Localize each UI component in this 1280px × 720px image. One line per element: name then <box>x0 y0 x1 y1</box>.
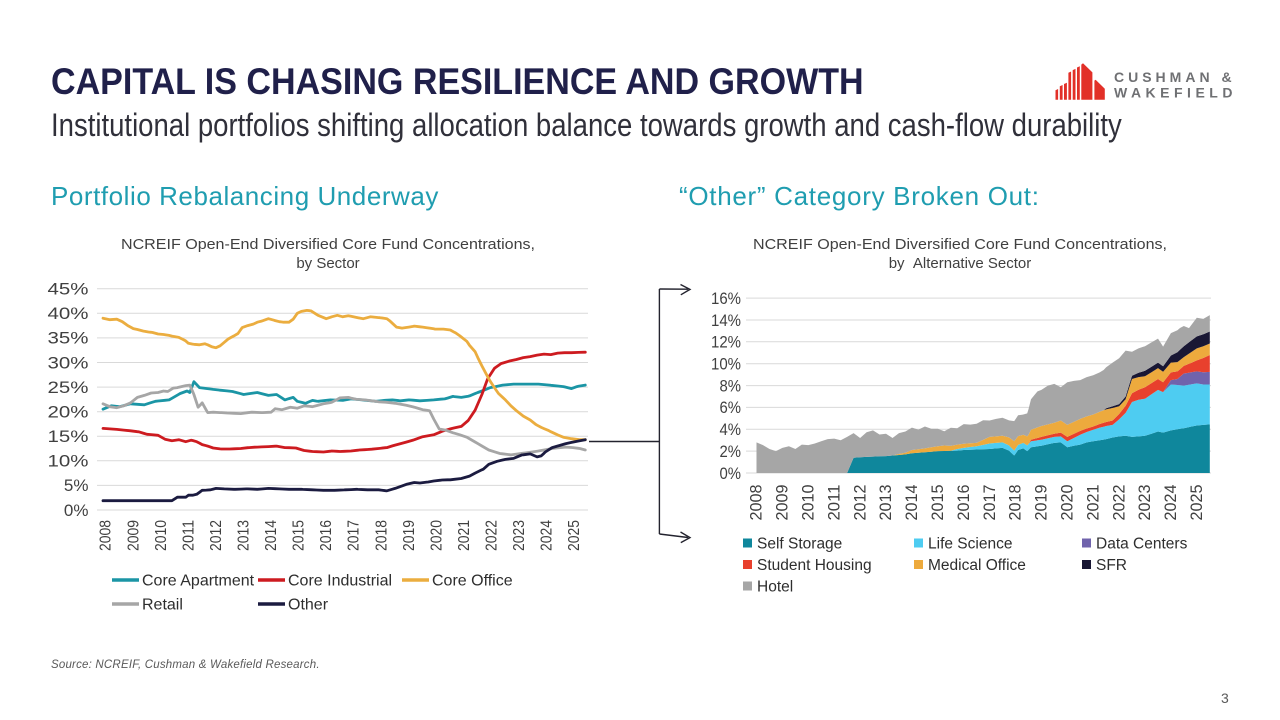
svg-text:2%: 2% <box>720 442 742 461</box>
svg-text:2013: 2013 <box>236 520 253 551</box>
svg-text:Other: Other <box>288 597 329 614</box>
svg-text:2012: 2012 <box>208 520 225 551</box>
svg-text:WAKEFIELD: WAKEFIELD <box>1114 85 1237 101</box>
svg-text:Core Apartment: Core Apartment <box>142 573 255 590</box>
svg-text:Hotel: Hotel <box>757 579 793 596</box>
svg-text:Data Centers: Data Centers <box>1096 536 1188 553</box>
svg-text:0%: 0% <box>720 464 742 483</box>
svg-text:2020: 2020 <box>428 520 445 551</box>
svg-text:2024: 2024 <box>539 520 556 551</box>
svg-text:2012: 2012 <box>850 485 869 521</box>
svg-text:30%: 30% <box>48 353 89 372</box>
svg-text:2022: 2022 <box>1109 485 1128 521</box>
svg-text:40%: 40% <box>48 304 89 323</box>
svg-text:Self Storage: Self Storage <box>757 536 842 553</box>
svg-text:5%: 5% <box>64 476 89 495</box>
svg-text:6%: 6% <box>720 398 742 417</box>
svg-text:2019: 2019 <box>1032 485 1051 521</box>
svg-text:2024: 2024 <box>1161 485 1180 521</box>
svg-text:16%: 16% <box>711 289 741 308</box>
svg-text:by Sector: by Sector <box>296 255 359 272</box>
svg-text:10%: 10% <box>711 355 741 374</box>
svg-text:by Alternative Sector: by Alternative Sector <box>889 255 1032 272</box>
svg-text:2011: 2011 <box>824 485 843 521</box>
svg-text:0%: 0% <box>64 501 89 520</box>
svg-text:2010: 2010 <box>799 485 818 521</box>
svg-text:Medical Office: Medical Office <box>928 557 1026 574</box>
svg-text:4%: 4% <box>720 420 742 439</box>
svg-text:CUSHMAN &: CUSHMAN & <box>1114 69 1236 85</box>
svg-text:Life Science: Life Science <box>928 536 1012 553</box>
svg-text:2014: 2014 <box>902 485 921 521</box>
svg-text:15%: 15% <box>48 427 89 446</box>
svg-text:25%: 25% <box>48 378 89 397</box>
svg-text:2015: 2015 <box>928 485 947 521</box>
svg-text:Student Housing: Student Housing <box>757 557 872 574</box>
svg-text:2011: 2011 <box>180 520 197 551</box>
svg-text:2009: 2009 <box>773 485 792 521</box>
svg-text:2021: 2021 <box>1083 485 1102 521</box>
svg-text:2025: 2025 <box>566 520 583 551</box>
svg-text:2019: 2019 <box>401 520 418 551</box>
svg-text:14%: 14% <box>711 311 741 330</box>
svg-text:10%: 10% <box>48 452 89 471</box>
svg-text:8%: 8% <box>720 376 742 395</box>
svg-text:2021: 2021 <box>456 520 473 551</box>
svg-text:2018: 2018 <box>1006 485 1025 521</box>
svg-text:2022: 2022 <box>484 520 501 551</box>
svg-text:35%: 35% <box>48 329 89 348</box>
svg-text:2013: 2013 <box>876 485 895 521</box>
svg-text:20%: 20% <box>48 403 89 422</box>
svg-text:2017: 2017 <box>346 520 363 551</box>
svg-text:2020: 2020 <box>1058 485 1077 521</box>
svg-text:12%: 12% <box>711 333 741 352</box>
svg-text:2023: 2023 <box>511 520 528 551</box>
svg-text:2008: 2008 <box>747 485 766 521</box>
svg-text:NCREIF Open-End Diversified Co: NCREIF Open-End Diversified Core Fund Co… <box>753 236 1167 253</box>
svg-text:SFR: SFR <box>1096 557 1127 574</box>
svg-text:2018: 2018 <box>373 520 390 551</box>
svg-text:2010: 2010 <box>153 520 170 551</box>
svg-text:2014: 2014 <box>263 520 280 551</box>
svg-text:2023: 2023 <box>1135 485 1154 521</box>
svg-text:45%: 45% <box>48 280 89 299</box>
svg-text:Retail: Retail <box>142 597 183 614</box>
svg-text:2016: 2016 <box>954 485 973 521</box>
svg-text:2016: 2016 <box>318 520 335 551</box>
svg-text:2008: 2008 <box>98 520 115 551</box>
svg-text:2017: 2017 <box>980 485 999 521</box>
svg-text:Core Office: Core Office <box>432 573 513 590</box>
svg-text:Core Industrial: Core Industrial <box>288 573 392 590</box>
svg-text:2009: 2009 <box>125 520 142 551</box>
svg-text:NCREIF Open-End Diversified Co: NCREIF Open-End Diversified Core Fund Co… <box>121 236 535 253</box>
svg-text:2025: 2025 <box>1187 485 1206 521</box>
svg-text:2015: 2015 <box>291 520 308 551</box>
